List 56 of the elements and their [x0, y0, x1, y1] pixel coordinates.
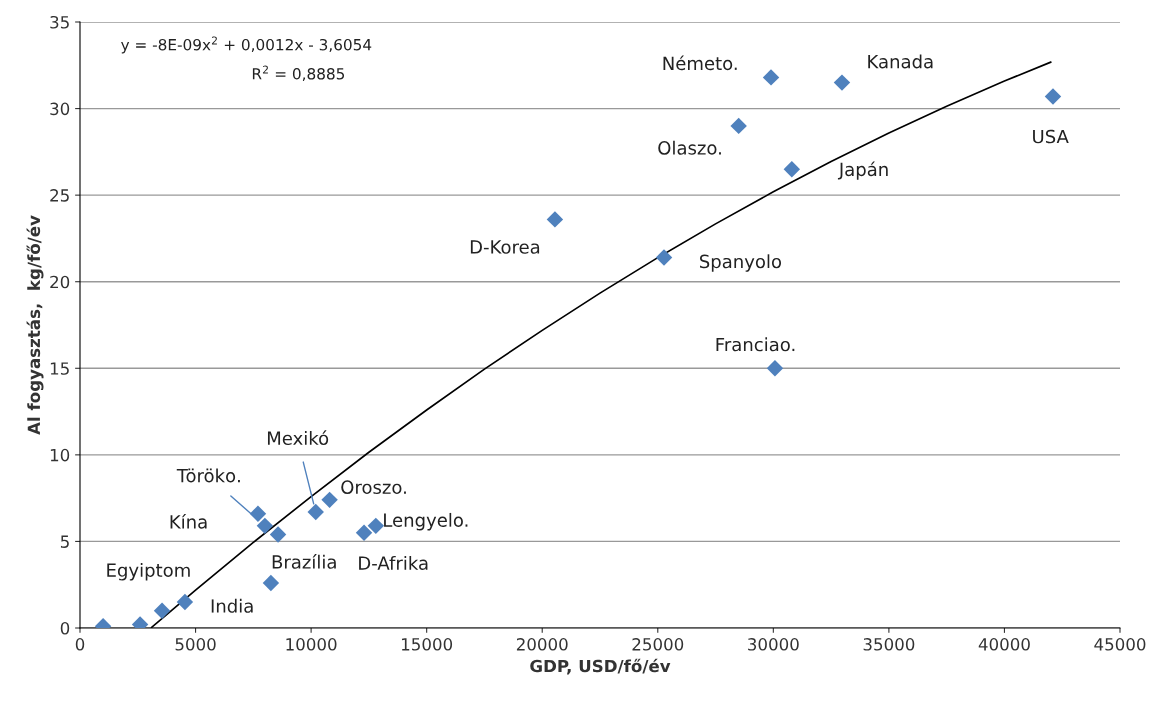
point: [546, 211, 564, 228]
x-tick-label: 25000: [632, 638, 684, 651]
x-tick-label: 35000: [863, 638, 915, 651]
point: [730, 117, 747, 135]
x-tick-label: 5000: [175, 638, 216, 651]
annotation: R$^{2}$ = 0,8885: [252, 65, 345, 82]
annotation: Olaszo.: [658, 140, 721, 155]
annotation: Egyiptom: [107, 563, 190, 581]
annotation: Oroszo.: [341, 480, 406, 494]
point: [269, 526, 287, 543]
point: [367, 517, 385, 535]
annotation: India: [211, 598, 253, 613]
point: [762, 69, 780, 86]
annotation: Törökо.: [176, 468, 240, 483]
annotation: Németo.: [663, 55, 737, 71]
y-tick-label: 20: [50, 275, 70, 289]
annotation: Kína: [170, 513, 207, 529]
x-axis-title: GDP, USD/fő/év: [530, 658, 671, 675]
annotation: D-Afrika: [359, 555, 428, 570]
point: [321, 491, 338, 509]
y-tick-label: 15: [50, 362, 69, 375]
x-tick-label: 10000: [286, 638, 337, 651]
point: [1044, 88, 1062, 105]
annotation: Kanada: [868, 54, 933, 69]
point: [307, 503, 324, 521]
y-axis-title: Al fogyasztás, kg/fő/év: [26, 215, 44, 435]
annotation: Japán: [837, 161, 888, 180]
annotation: Mexikó: [267, 430, 329, 446]
y-tick-label: 5: [60, 535, 69, 548]
point: [355, 524, 373, 541]
annotation: Lengyelo.: [384, 512, 468, 531]
x-tick-label: 20000: [516, 638, 568, 651]
annotation: Brazília: [272, 554, 336, 569]
point: [262, 574, 280, 592]
x-tick-label: 0: [75, 638, 85, 651]
point: [256, 517, 274, 535]
point: [783, 160, 801, 178]
x-tick-label: 40000: [978, 638, 1030, 651]
point: [766, 360, 784, 377]
y-tick-label: 35: [50, 15, 69, 29]
annotation: y = -8E-09x$^{2}$ + 0,0012x - 3,6054: [121, 36, 372, 54]
point: [833, 74, 851, 91]
point: [176, 593, 194, 611]
y-tick-label: 0: [60, 621, 70, 635]
annotation: Spanyolo: [699, 254, 782, 272]
point: [655, 249, 673, 266]
annotation: Franciao.: [716, 337, 795, 352]
y-tick-label: 30: [50, 102, 70, 116]
y-tick-label: 25: [50, 189, 69, 202]
annotation: USA: [1033, 129, 1069, 144]
y-tick-label: 10: [50, 448, 70, 462]
x-tick-label: 45000: [1094, 638, 1146, 651]
x-tick-label: 15000: [401, 638, 453, 651]
annotation: D-Korea: [470, 240, 540, 254]
point: [153, 602, 171, 619]
x-tick-label: 30000: [748, 638, 799, 651]
